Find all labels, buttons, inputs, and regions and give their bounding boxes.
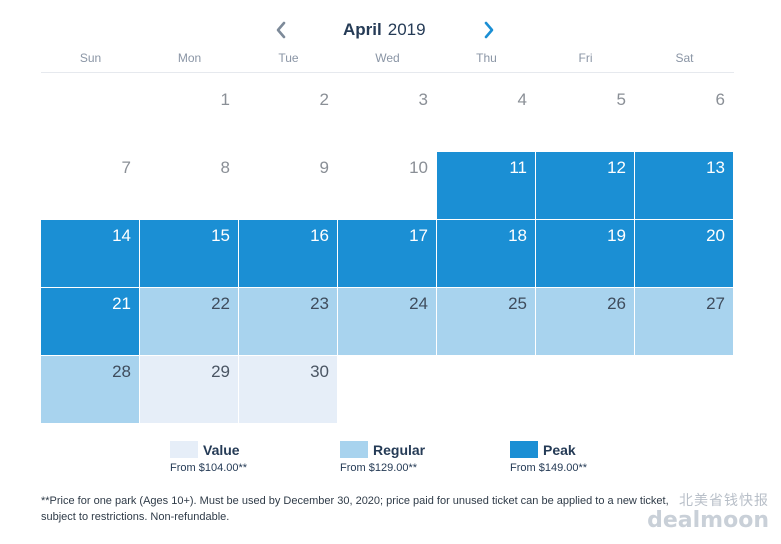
day-number: 19: [607, 226, 626, 245]
weekday-tue: Tue: [278, 51, 299, 65]
calendar-day-12[interactable]: 12: [536, 152, 635, 220]
day-number: 29: [211, 362, 230, 381]
day-number: 7: [121, 158, 131, 177]
day-number: 8: [220, 158, 230, 177]
month-label: April: [343, 20, 382, 39]
calendar-day-11[interactable]: 11: [437, 152, 536, 220]
calendar-day-13[interactable]: 13: [635, 152, 734, 220]
calendar-day-7: 7: [41, 152, 140, 220]
weekday-sat: Sat: [675, 51, 694, 65]
calendar-day-1: 1: [140, 84, 239, 152]
next-month-button[interactable]: [478, 17, 500, 43]
calendar-grid: 1 2 3 4 5 6 7 8 9 10 11 12 13 14 15 16 17 18 19 20 21 22 23 24 2…: [41, 84, 734, 424]
day-number: 18: [508, 226, 527, 245]
chevron-left-icon: [276, 21, 286, 39]
day-number: 28: [112, 362, 131, 381]
day-number: 6: [715, 90, 725, 109]
calendar-day-2: 2: [239, 84, 338, 152]
weekday-fri: Fri: [578, 51, 593, 65]
weekday-sun: Sun: [79, 51, 102, 65]
weekday-header-row: Sun Mon Tue Wed Thu Fri Sat: [41, 48, 734, 73]
calendar-day-14[interactable]: 14: [41, 220, 140, 288]
calendar-day-6: 6: [635, 84, 734, 152]
calendar-day-3: 3: [338, 84, 437, 152]
calendar-header: April 2019: [0, 14, 781, 48]
calendar-blank-cell: [41, 84, 140, 152]
value-label: Value: [203, 442, 240, 458]
day-number: 10: [409, 158, 428, 177]
calendar-day-15[interactable]: 15: [140, 220, 239, 288]
calendar-day-18[interactable]: 18: [437, 220, 536, 288]
day-number: 22: [211, 294, 230, 313]
day-number: 21: [112, 294, 131, 313]
price-legend: Value From $104.00** Regular From $129.0…: [0, 441, 781, 481]
value-price: From $104.00**: [170, 462, 248, 474]
calendar-day-20[interactable]: 20: [635, 220, 734, 288]
weekday-mon: Mon: [177, 51, 202, 65]
day-number: 11: [509, 158, 527, 177]
day-number: 30: [310, 362, 329, 381]
dealmoon-watermark: 北美省钱快报 dealmoon: [623, 490, 773, 540]
day-number: 3: [418, 90, 428, 109]
calendar-day-4: 4: [437, 84, 536, 152]
day-number: 17: [409, 226, 428, 245]
calendar-day-23[interactable]: 23: [239, 288, 338, 356]
day-number: 23: [310, 294, 329, 313]
day-number: 15: [211, 226, 230, 245]
day-number: 25: [508, 294, 527, 313]
day-number: 24: [409, 294, 428, 313]
weekday-thu: Thu: [476, 51, 497, 65]
calendar-day-8: 8: [140, 152, 239, 220]
day-number: 13: [706, 158, 725, 177]
calendar-day-22[interactable]: 22: [140, 288, 239, 356]
day-number: 20: [706, 226, 725, 245]
calendar-day-28[interactable]: 28: [41, 356, 140, 424]
calendar-day-17[interactable]: 17: [338, 220, 437, 288]
regular-swatch: [340, 441, 368, 458]
calendar-day-25[interactable]: 25: [437, 288, 536, 356]
day-number: 9: [319, 158, 329, 177]
previous-month-button[interactable]: [270, 17, 292, 43]
day-number: 5: [616, 90, 626, 109]
calendar-day-19[interactable]: 19: [536, 220, 635, 288]
watermark-cn-text: 北美省钱快报: [679, 492, 769, 508]
calendar-day-29[interactable]: 29: [140, 356, 239, 424]
weekday-wed: Wed: [375, 51, 400, 65]
watermark-logo: dealmoon: [647, 508, 769, 533]
calendar-day-24[interactable]: 24: [338, 288, 437, 356]
calendar-day-10: 10: [338, 152, 437, 220]
value-swatch: [170, 441, 198, 458]
peak-label: Peak: [543, 442, 576, 458]
calendar-day-21[interactable]: 21: [41, 288, 140, 356]
price-footnote: **Price for one park (Ages 10+). Must be…: [41, 495, 669, 523]
regular-price: From $129.00**: [340, 462, 418, 474]
calendar-day-26[interactable]: 26: [536, 288, 635, 356]
day-number: 12: [607, 158, 626, 177]
day-number: 27: [706, 294, 725, 313]
calendar-day-27[interactable]: 27: [635, 288, 734, 356]
year-label: 2019: [387, 20, 426, 39]
day-number: 14: [112, 226, 131, 245]
day-number: 16: [310, 226, 329, 245]
month-year-title: April 2019: [343, 20, 426, 40]
calendar-day-30[interactable]: 30: [239, 356, 338, 424]
peak-price: From $149.00**: [510, 462, 588, 474]
calendar-day-16[interactable]: 16: [239, 220, 338, 288]
day-number: 4: [517, 90, 527, 109]
day-number: 26: [607, 294, 626, 313]
day-number: 2: [319, 90, 329, 109]
day-number: 1: [220, 90, 230, 109]
regular-label: Regular: [373, 442, 426, 458]
calendar-day-5: 5: [536, 84, 635, 152]
chevron-right-icon: [484, 21, 494, 39]
calendar-day-9: 9: [239, 152, 338, 220]
peak-swatch: [510, 441, 538, 458]
